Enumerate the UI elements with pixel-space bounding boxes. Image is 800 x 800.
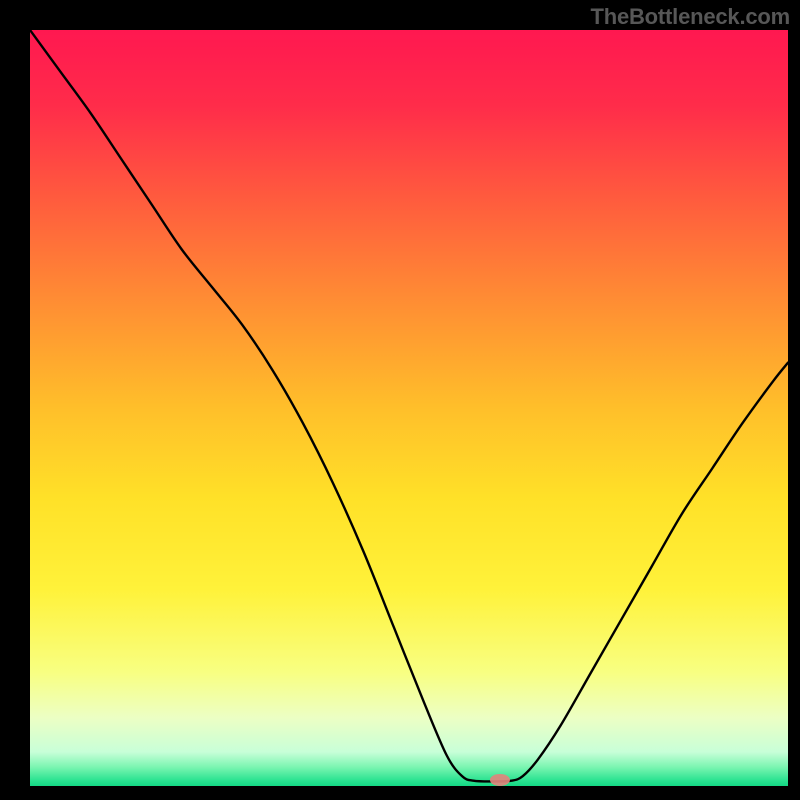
chart-plot-area [30,30,788,786]
chart-svg [30,30,788,786]
optimal-point-marker [490,774,510,786]
chart-background [30,30,788,786]
watermark-label: TheBottleneck.com [590,4,790,30]
chart-frame: TheBottleneck.com [0,0,800,800]
